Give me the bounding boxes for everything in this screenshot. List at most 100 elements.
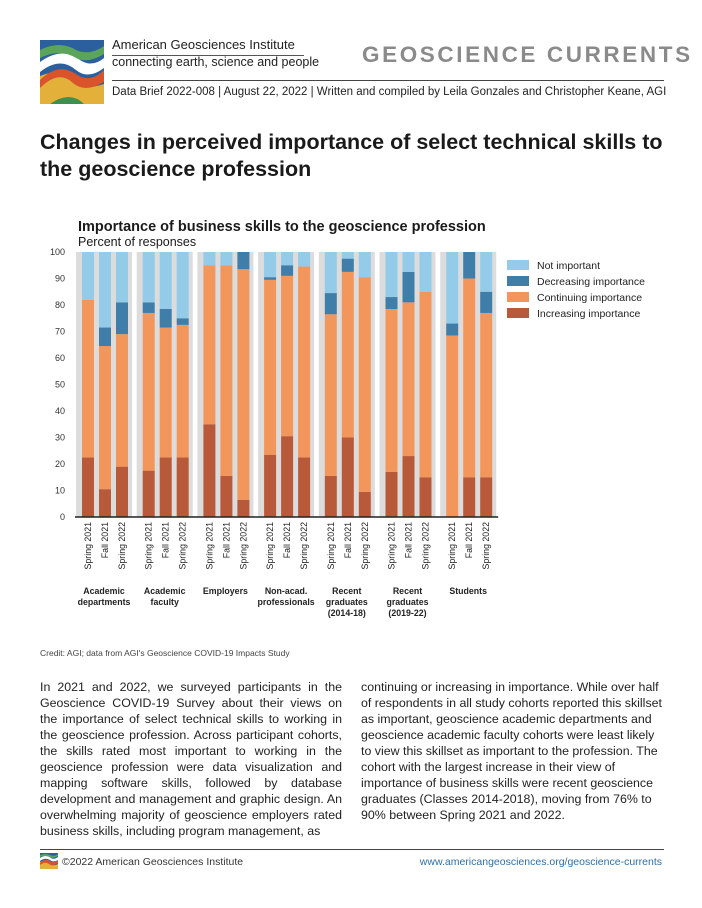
legend-label: Increasing importance: [537, 308, 640, 320]
y-tick-label: 20: [55, 459, 65, 469]
bar-segment-not-important: [298, 252, 311, 267]
y-tick-label: 80: [55, 300, 65, 310]
bar-segment-decreasing: [176, 318, 189, 325]
series-title: GEOSCIENCE CURRENTS: [362, 42, 693, 67]
x-tick-label: Spring 2022: [421, 522, 431, 570]
bar-segment-increasing: [385, 471, 398, 517]
x-tick-label: Fall 2021: [343, 522, 353, 558]
bar-segment-continuing: [480, 312, 493, 478]
bar-segment-continuing: [116, 334, 128, 467]
x-tick-label: Fall 2021: [404, 522, 414, 558]
bar-segment-increasing: [419, 477, 432, 517]
legend-swatch: [507, 292, 529, 302]
group-label: Academic: [144, 586, 186, 596]
bar-segment-continuing: [237, 269, 250, 500]
x-tick-label: Spring 2021: [204, 522, 214, 570]
bar-segment-increasing: [176, 457, 189, 517]
bar-segment-decreasing: [99, 327, 111, 347]
x-tick-label: Spring 2022: [178, 522, 188, 570]
bar-segment-decreasing: [281, 265, 294, 276]
bar-segment-increasing: [358, 491, 371, 517]
org-name: American Geosciences Institute: [112, 37, 295, 52]
footer-link[interactable]: www.americangeosciences.org/geoscience-c…: [419, 856, 662, 868]
group-label: graduates: [326, 597, 368, 607]
x-tick-label: Spring 2021: [387, 522, 397, 570]
bar-segment-increasing: [402, 456, 415, 517]
bar-segment-continuing: [82, 299, 94, 458]
bar-segment-not-important: [281, 252, 294, 266]
bar-segment-decreasing: [463, 252, 476, 279]
bar-segment-not-important: [142, 252, 155, 303]
bar-segment-increasing: [220, 475, 233, 517]
bar-segment-increasing: [142, 470, 155, 517]
bar-segment-not-important: [358, 252, 371, 278]
bar-segment-decreasing: [264, 277, 277, 280]
legend-swatch: [507, 276, 529, 286]
bar-segment-continuing: [298, 266, 311, 458]
y-tick-label: 50: [55, 380, 65, 390]
org-underline: [112, 55, 304, 56]
chart-credit: Credit: AGI; data from AGI's Geoscience …: [40, 648, 290, 658]
y-tick-label: 0: [60, 512, 65, 522]
bar-segment-not-important: [341, 252, 354, 259]
bar-segment-not-important: [402, 252, 415, 272]
bar-segment-continuing: [402, 302, 415, 457]
copyright: ©2022 American Geosciences Institute: [62, 856, 244, 868]
bar-segment-increasing: [480, 477, 493, 517]
bar-segment-not-important: [116, 252, 128, 303]
legend-label: Decreasing importance: [537, 276, 645, 288]
bar-segment-increasing: [116, 466, 128, 517]
bar-segment-continuing: [358, 277, 371, 492]
x-tick-label: Spring 2022: [299, 522, 309, 570]
bar-segment-increasing: [324, 475, 337, 517]
group-label: (2019-22): [388, 608, 426, 618]
bar-segment-continuing: [446, 335, 459, 517]
group-label: Recent: [393, 586, 422, 596]
legend-label: Not important: [537, 260, 600, 272]
group-label: (2014-18): [328, 608, 366, 618]
agi-logo-small-icon: [40, 853, 58, 869]
x-tick-label: Fall 2021: [161, 522, 171, 558]
bar-segment-continuing: [281, 275, 294, 437]
bar-segment-continuing: [264, 279, 277, 455]
bar-segment-decreasing: [237, 252, 250, 270]
bar-segment-decreasing: [446, 323, 459, 336]
bar-segment-not-important: [220, 252, 233, 266]
bar-segment-not-important: [324, 252, 337, 294]
y-tick-label: 90: [55, 274, 65, 284]
bar-segment-increasing: [281, 436, 294, 517]
legend-swatch: [507, 260, 529, 270]
group-label: Recent: [332, 586, 361, 596]
x-tick-label: Spring 2022: [360, 522, 370, 570]
bar-segment-not-important: [176, 252, 189, 319]
y-tick-label: 30: [55, 433, 65, 443]
org-tagline: connecting earth, science and people: [112, 55, 320, 69]
group-label: professionals: [257, 597, 314, 607]
bar-segment-increasing: [203, 424, 216, 517]
bar-segment-continuing: [385, 308, 398, 472]
x-tick-label: Fall 2021: [282, 522, 292, 558]
bar-segment-increasing: [341, 437, 354, 517]
page-title: Changes in perceived importance of selec…: [40, 130, 663, 181]
bar-segment-not-important: [159, 252, 172, 309]
bar-segment-continuing: [176, 324, 189, 458]
agi-logo-icon: [40, 40, 104, 104]
legend-label: Continuing importance: [537, 292, 642, 304]
x-tick-label: Spring 2021: [265, 522, 275, 570]
bar-segment-not-important: [446, 252, 459, 324]
bar-segment-increasing: [237, 499, 250, 517]
group-label: Students: [449, 586, 487, 596]
bar-segment-decreasing: [480, 291, 493, 313]
y-tick-label: 100: [50, 247, 65, 257]
bar-segment-not-important: [82, 252, 94, 300]
x-tick-label: Spring 2022: [117, 522, 127, 570]
bar-segment-not-important: [419, 252, 432, 292]
body-text-left: In 2021 and 2022, we surveyed participan…: [40, 680, 342, 838]
legend-swatch: [507, 308, 529, 318]
x-tick-label: Fall 2021: [100, 522, 110, 558]
x-tick-label: Spring 2021: [447, 522, 457, 570]
x-tick-label: Spring 2021: [326, 522, 336, 570]
y-tick-label: 70: [55, 327, 65, 337]
group-label: Non-acad.: [265, 586, 308, 596]
bar-segment-continuing: [220, 265, 233, 476]
